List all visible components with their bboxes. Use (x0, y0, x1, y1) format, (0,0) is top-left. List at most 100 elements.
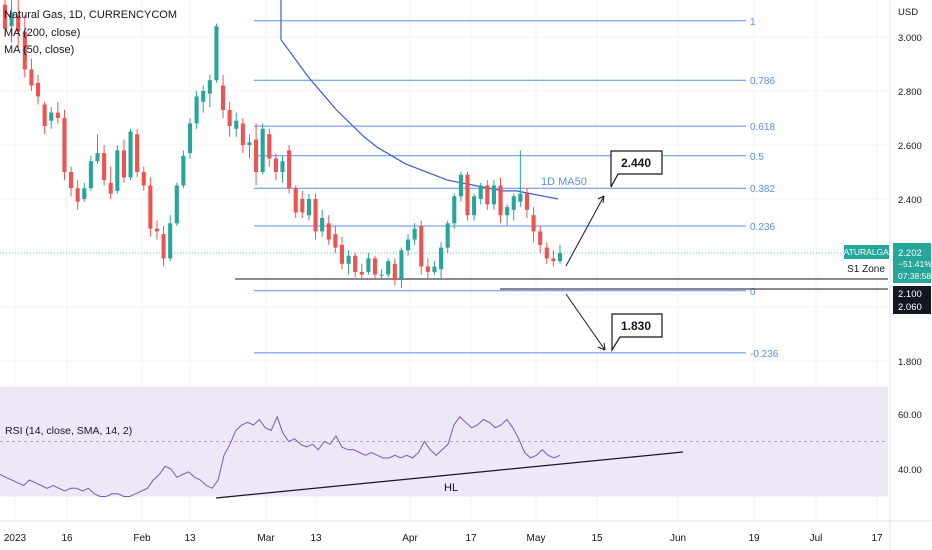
x-tick-label: 16 (61, 533, 73, 544)
candle (518, 150, 523, 208)
candle-body (102, 153, 107, 181)
candle-body (491, 185, 496, 205)
target-up-arrowhead (597, 195, 605, 204)
indicator-ma50-label: MA (50, close) (4, 44, 75, 56)
target-down-label: 1.830 (621, 319, 651, 333)
candle (353, 253, 358, 278)
candle (75, 180, 80, 210)
candle (432, 261, 437, 275)
candle (478, 182, 483, 205)
candle (121, 139, 126, 183)
candle (62, 109, 67, 181)
candle (346, 250, 351, 275)
ma50-line: 1D MA50 (280, 0, 587, 200)
candle-body (287, 150, 292, 189)
candle-body (445, 223, 450, 248)
candle-body (379, 274, 384, 276)
candle (69, 166, 74, 197)
candle (102, 145, 107, 186)
x-tick-label: 13 (184, 533, 196, 544)
candle (366, 253, 371, 275)
candle (207, 74, 212, 108)
candle-body (82, 188, 87, 199)
candle-body (2, 4, 8, 29)
rsi-line (0, 415, 561, 497)
price-badges: NATURALGAS 2.202−51.41% 07:38:58 S1 Zone 2.1… (0, 243, 932, 314)
candle (88, 155, 93, 191)
rsi-trendline (215, 451, 684, 499)
candle (425, 258, 430, 280)
candle (168, 215, 173, 262)
candle (320, 209, 325, 237)
candle (359, 263, 364, 280)
candle (49, 107, 54, 129)
candle-body (108, 182, 113, 194)
candle (392, 258, 397, 286)
candle-body (465, 174, 470, 216)
fib-level-label: 0 (750, 287, 756, 298)
zone-top-text: 2.100 (898, 289, 922, 300)
target-up-callout (610, 150, 663, 188)
candle (260, 123, 265, 175)
candle (108, 166, 113, 199)
candle-body (69, 172, 74, 189)
target-down-callout (611, 313, 663, 353)
x-tick-label: Jun (670, 533, 686, 544)
chart-title: Natural Gas, 1D, CURRENCYCOM (4, 9, 177, 21)
candle (379, 269, 384, 280)
candle (55, 101, 60, 124)
candle-body (306, 199, 311, 216)
candle (399, 247, 404, 289)
candle (201, 85, 206, 113)
candle (452, 193, 457, 229)
indicator-ma200-label: MA (200, close) (4, 27, 81, 39)
candle (95, 134, 100, 164)
zone-bottom-text: 2.060 (898, 302, 922, 313)
candle-body (353, 255, 358, 272)
candle (531, 207, 536, 243)
candle-body (511, 196, 516, 210)
candle (273, 153, 278, 181)
candle-body (141, 172, 146, 186)
target-down-arrow (565, 293, 606, 351)
candle-body (148, 185, 153, 229)
candle (557, 244, 563, 264)
candle-body (538, 231, 543, 245)
candle (458, 172, 463, 202)
candle-body (392, 263, 397, 280)
candle (419, 220, 424, 275)
candle (82, 182, 87, 202)
ma50-label: 1D MA50 (541, 176, 587, 188)
candle (2, 0, 8, 37)
candle (9, 0, 14, 43)
candle (174, 182, 179, 226)
candle-body (458, 174, 463, 197)
candle-body (333, 234, 338, 248)
candle-body (49, 112, 54, 121)
fib-level-label: 0.618 (750, 122, 775, 133)
candle-body (531, 215, 536, 232)
target-up-arrow (565, 195, 605, 267)
candle (287, 145, 292, 194)
fibonacci-levels: 1 0.786 0.618 0.5 0.382 0.236 0 -0.236 (254, 17, 779, 360)
candle-body (168, 223, 173, 259)
candle (22, 15, 27, 78)
candle-body (234, 120, 239, 129)
zone-badge-text: S1 Zone (847, 264, 885, 275)
y-tick-label: 3.000 (898, 33, 922, 44)
candle (326, 215, 331, 245)
x-tick-label: 17 (465, 533, 477, 544)
candle-body (254, 139, 259, 172)
candle-body (313, 199, 318, 232)
countdown-text: 07:38:58 (898, 271, 931, 281)
rsi-y-tick-label: 40.00 (898, 465, 922, 476)
candle-body (22, 31, 27, 70)
candle-body (227, 109, 232, 127)
candle-body (260, 128, 265, 172)
candle-body (551, 258, 556, 262)
candle-body (478, 185, 483, 199)
candle (181, 150, 186, 189)
candle (293, 185, 298, 218)
x-tick-label: 2023 (4, 533, 27, 544)
candle (386, 258, 391, 278)
